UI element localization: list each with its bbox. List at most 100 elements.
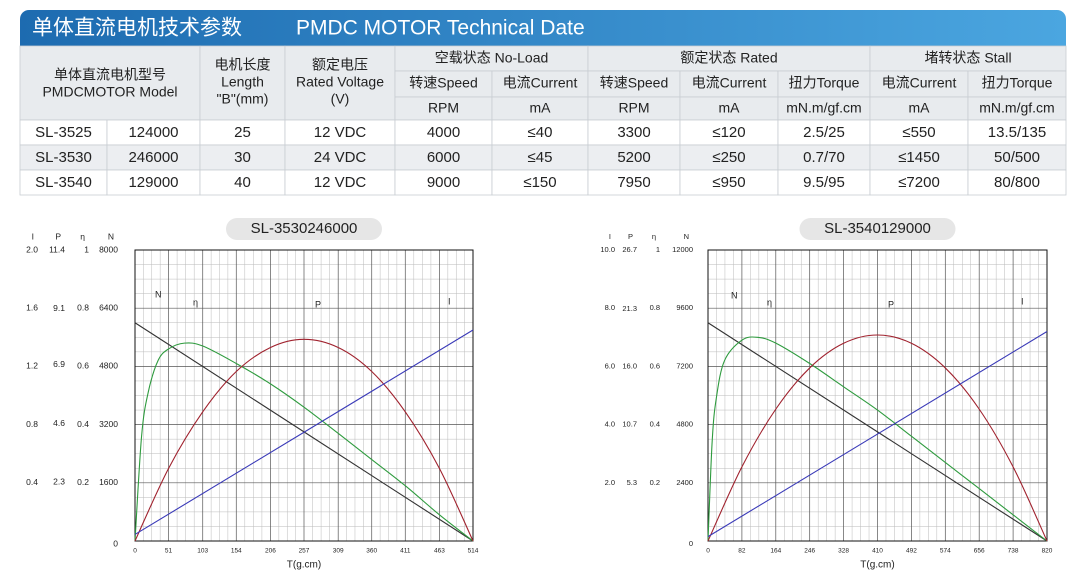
- x-tick-label: 410: [872, 548, 883, 555]
- x-tick-label: 328: [838, 548, 849, 555]
- y-tick-label: 16.0: [622, 362, 637, 371]
- x-tick-label: 154: [231, 548, 242, 555]
- table-cell: [106, 169, 201, 196]
- subheader: 转速Speed: [409, 75, 477, 91]
- y-tick-label: 0.8: [650, 303, 660, 312]
- y-tick-label: 1: [84, 244, 89, 254]
- y-tick-label: 3200: [99, 419, 118, 429]
- y-tick-label: 4800: [676, 420, 693, 429]
- x-tick-label: 0: [706, 548, 710, 555]
- header-text: 电机长度: [215, 57, 271, 73]
- x-tick-label: 820: [1042, 548, 1053, 555]
- y-tick-label: 1.6: [26, 302, 38, 312]
- y-tick-label: 0: [689, 539, 693, 548]
- cell-value: ≤7200: [898, 174, 940, 191]
- y-tick-label: 0.6: [77, 361, 89, 371]
- x-tick-label: 309: [333, 548, 344, 555]
- cell-value: 5200: [617, 149, 650, 166]
- table-cell: [284, 144, 396, 171]
- y-tick-label: 1.2: [26, 361, 38, 371]
- y-tick-label: 26.7: [622, 245, 637, 254]
- cell-value: ≤950: [712, 174, 745, 191]
- cell-value: 9.5/95: [803, 174, 845, 191]
- table-cell: [491, 169, 589, 196]
- cell-value: SL-3540: [35, 174, 92, 191]
- table-cell: [394, 45, 589, 72]
- y-tick-label: 11.4: [49, 244, 65, 254]
- series-label: η: [767, 297, 772, 307]
- cell-value: 0.7/70: [803, 149, 845, 166]
- y-tick-label: 12000: [672, 245, 693, 254]
- cell-value: 4000: [427, 124, 460, 141]
- table-cell: [394, 144, 493, 171]
- group-header: 空载状态 No-Load: [435, 50, 549, 66]
- cell-value: 25: [234, 124, 251, 141]
- table-cell: [967, 119, 1067, 146]
- x-tick-label: 82: [738, 548, 746, 555]
- axis-name: I: [32, 231, 34, 241]
- x-tick-label: 103: [197, 548, 208, 555]
- table-cell: [19, 45, 201, 121]
- header-text: 单体直流电机型号: [54, 67, 166, 83]
- title-en: PMDC MOTOR Technical Date: [296, 17, 585, 40]
- series-label: P: [888, 299, 894, 309]
- x-tick-label: 574: [940, 548, 951, 555]
- subheader: 电流Current: [882, 75, 957, 91]
- cell-value: 7950: [617, 174, 650, 191]
- y-tick-label: 6400: [99, 302, 118, 312]
- title-bar-base: [20, 30, 1066, 46]
- table-cell: [587, 45, 871, 72]
- y-tick-label: 1600: [99, 477, 118, 487]
- header-text: 额定电压: [312, 57, 368, 73]
- unit: mA: [719, 100, 741, 116]
- unit: RPM: [428, 100, 459, 116]
- x-axis-label: T(g.cm): [860, 560, 894, 571]
- x-tick-label: 411: [400, 548, 411, 555]
- cell-value: 50/500: [994, 149, 1040, 166]
- cell-value: SL-3530: [35, 149, 92, 166]
- y-tick-label: 7200: [676, 361, 693, 370]
- table-cell: [679, 70, 779, 98]
- x-tick-label: 492: [906, 548, 917, 555]
- y-tick-label: 0.4: [77, 419, 89, 429]
- subheader: 扭力Torque: [789, 75, 860, 91]
- y-tick-label: 6.9: [53, 359, 65, 369]
- y-tick-label: 2.3: [53, 477, 65, 487]
- y-tick-label: 10.7: [622, 419, 637, 428]
- cell-value: 124000: [128, 124, 178, 141]
- series-label: N: [155, 289, 162, 299]
- x-tick-label: 463: [434, 548, 445, 555]
- table-cell: [19, 169, 108, 196]
- table-cell: [777, 70, 871, 98]
- series-label: I: [1021, 296, 1024, 306]
- unit: mN.m/gf.cm: [786, 100, 861, 116]
- chart-title: SL-3530246000: [251, 220, 358, 237]
- y-tick-label: 9.1: [53, 303, 65, 313]
- cell-value: 246000: [128, 149, 178, 166]
- plot-frame: [707, 249, 1048, 542]
- y-tick-label: 1: [656, 245, 660, 254]
- table-cell: [491, 144, 589, 171]
- y-tick-label: 4.0: [605, 420, 615, 429]
- table-cell: [967, 169, 1067, 196]
- y-tick-label: 0.2: [650, 478, 660, 487]
- y-tick-label: 8000: [99, 244, 118, 254]
- table-cell: [679, 144, 779, 171]
- cell-value: 80/800: [994, 174, 1040, 191]
- series-line: [134, 329, 474, 535]
- header-text: (V): [331, 91, 350, 107]
- cell-value: 6000: [427, 149, 460, 166]
- table-cell: [106, 144, 201, 171]
- series-line: [134, 338, 474, 542]
- series-line: [707, 322, 1048, 542]
- table-cell: [106, 119, 201, 146]
- subheader: 电流Current: [503, 75, 578, 91]
- table-cell: [284, 169, 396, 196]
- unit: RPM: [618, 100, 649, 116]
- x-tick-label: 246: [804, 548, 815, 555]
- series-line: [707, 331, 1048, 538]
- series-label: N: [731, 290, 738, 300]
- y-tick-label: 0.4: [650, 420, 660, 429]
